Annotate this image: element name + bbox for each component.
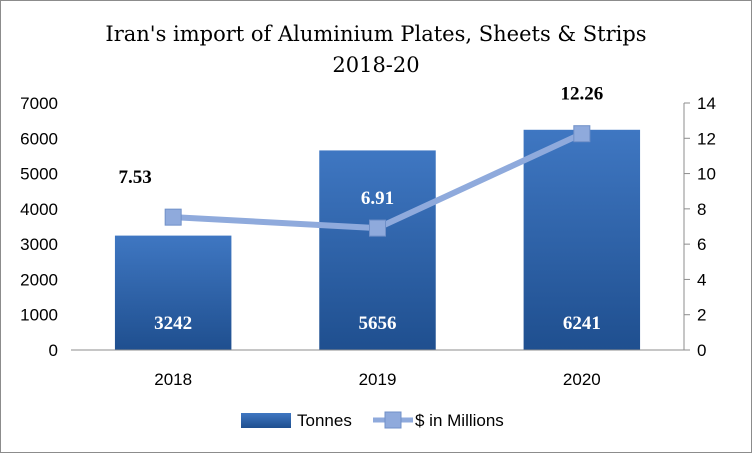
x-axis-tick-label: 2018 [154,370,192,389]
line-series-dollars: 7.53 6.91 12.26 [119,84,603,237]
left-axis-tick-label: 0 [49,341,58,360]
bar-value-label: 6241 [563,313,601,334]
line-point-marker [369,219,386,237]
right-axis-tick-label: 6 [697,235,706,254]
left-axis-tick-label: 1000 [20,306,58,325]
bar-value-label: 3242 [154,313,192,334]
left-axis-tick-label: 7000 [20,94,58,113]
left-axis-tick-label: 5000 [20,165,58,184]
legend: Tonnes $ in Millions [241,411,504,430]
bar-series-tonnes: 3242 5656 6241 [114,129,641,350]
right-axis-tick-label: 4 [697,270,706,289]
legend-swatch-tonnes [241,413,291,428]
right-axis-tick-label: 12 [697,129,716,148]
right-axis: 0 2 4 6 8 10 12 14 [683,94,716,360]
right-axis-tick-label: 2 [697,306,706,325]
left-axis-tick-label: 4000 [20,200,58,219]
line-value-label: 12.26 [560,84,603,105]
line-point-marker [164,208,182,226]
x-axis-tick-label: 2019 [359,370,397,389]
line-point-marker [573,125,591,143]
left-axis-tick-label: 3000 [20,235,58,254]
bar-value-label: 5656 [359,313,397,334]
line-value-label: 6.91 [361,188,394,209]
chart-title-line-2: 2018-20 [332,53,419,77]
x-axis: 2018 2019 2020 [71,349,684,389]
left-axis-tick-label: 2000 [20,270,58,289]
line-value-label: 7.53 [119,167,152,188]
legend-label-dollars: $ in Millions [415,411,504,430]
right-axis-tick-label: 8 [697,200,706,219]
legend-label-tonnes: Tonnes [297,411,352,430]
bar-2018 [114,235,232,350]
right-axis-tick-label: 0 [697,341,706,360]
bar-2020 [523,129,641,350]
chart-title-line-1: Iran's import of Aluminium Plates, Sheet… [105,22,646,46]
right-axis-tick-label: 10 [697,165,716,184]
right-axis-tick-label: 14 [697,94,716,113]
left-axis: 0 1000 2000 3000 4000 5000 6000 7000 [20,94,58,360]
x-axis-tick-label: 2020 [563,370,601,389]
bar-2019 [319,150,436,350]
legend-swatch-marker [384,411,402,429]
left-axis-tick-label: 6000 [20,129,58,148]
